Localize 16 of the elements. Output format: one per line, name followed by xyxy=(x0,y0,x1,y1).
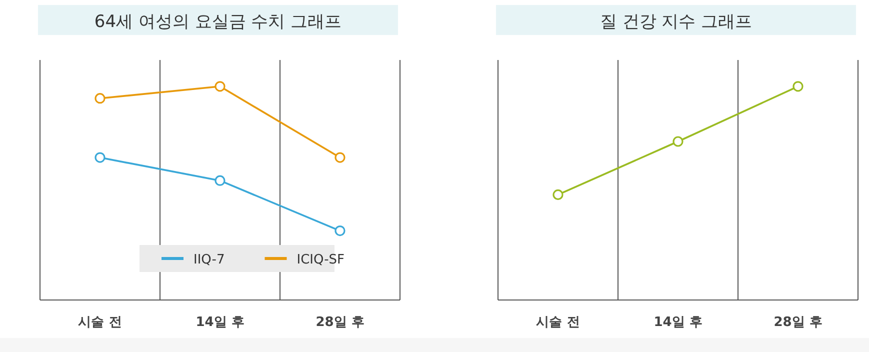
x-tick-label: 28일 후 xyxy=(316,315,364,330)
point xyxy=(94,93,106,104)
x-tick-label: 14일 후 xyxy=(196,315,244,330)
point xyxy=(214,175,226,186)
chart-title: 64세 여성의 요실금 수치 그래프 xyxy=(94,12,342,32)
x-tick-label: 28일 후 xyxy=(774,315,822,330)
x-tick-label: 14일 후 xyxy=(654,315,702,330)
x-tick-label: 시술 전 xyxy=(536,315,580,330)
point xyxy=(334,225,346,236)
point xyxy=(334,152,346,163)
legend-label: ICIQ-SF xyxy=(296,252,344,268)
x-tick-label: 시술 전 xyxy=(78,315,122,330)
legend-label: IIQ-7 xyxy=(194,252,225,268)
point xyxy=(94,152,106,163)
chart-title: 질 건강 지수 그래프 xyxy=(600,12,752,32)
point xyxy=(214,81,226,92)
